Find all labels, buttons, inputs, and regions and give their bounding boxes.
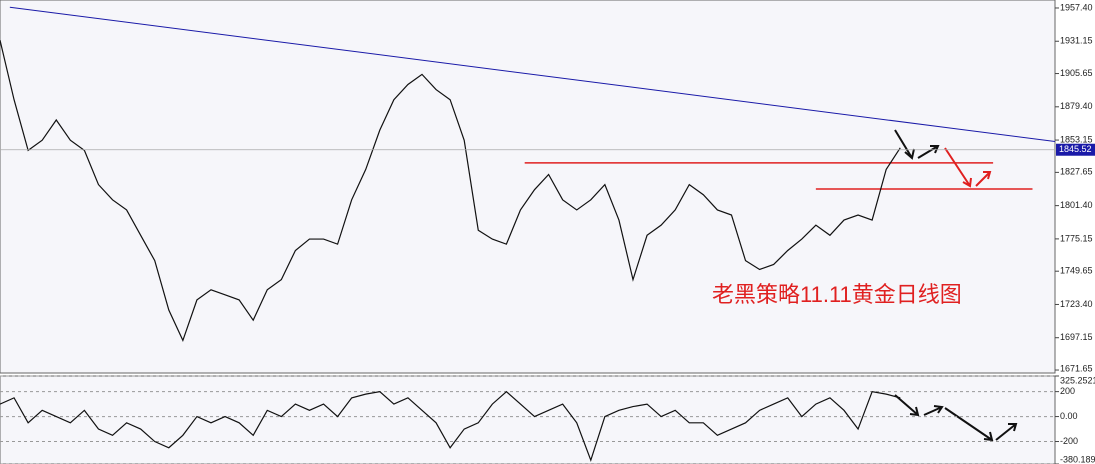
y-tick-label: 1775.15 [1060, 233, 1093, 243]
y-tick-label: 1749.65 [1060, 266, 1093, 276]
y-tick-label: 1697.15 [1060, 332, 1093, 342]
oscillator-panel [0, 375, 1056, 464]
trend-line [9, 6, 1056, 143]
current-price-label: 1845.52 [1059, 144, 1092, 154]
y-tick-label: 1671.65 [1060, 363, 1093, 373]
annotation: 老黑策略11.11黄金日线图 [712, 282, 962, 307]
y-tick-label: 325.2521 [1060, 375, 1095, 385]
y-tick-label: 0.00 [1060, 411, 1078, 421]
y-tick-label: 200 [1060, 386, 1075, 396]
y-tick-label: 1827.65 [1060, 167, 1093, 177]
price-line [0, 390, 901, 463]
y-tick-label: 1905.65 [1060, 68, 1093, 78]
y-tick-label: 1723.40 [1060, 299, 1093, 309]
y-tick-label: 1879.40 [1060, 101, 1093, 111]
y-tick-label: 1931.15 [1060, 36, 1093, 46]
y-tick-label: 1957.40 [1060, 2, 1093, 12]
main-panel [0, 0, 1056, 374]
price-line [0, 40, 901, 343]
y-tick-label: 1801.40 [1060, 200, 1093, 210]
current-price-box [1056, 143, 1095, 156]
y-tick-label: -200 [1060, 436, 1078, 446]
y-tick-label: 1853.15 [1060, 134, 1093, 144]
arrows [894, 129, 1018, 442]
y-tick-label: -380.189 [1060, 454, 1095, 464]
